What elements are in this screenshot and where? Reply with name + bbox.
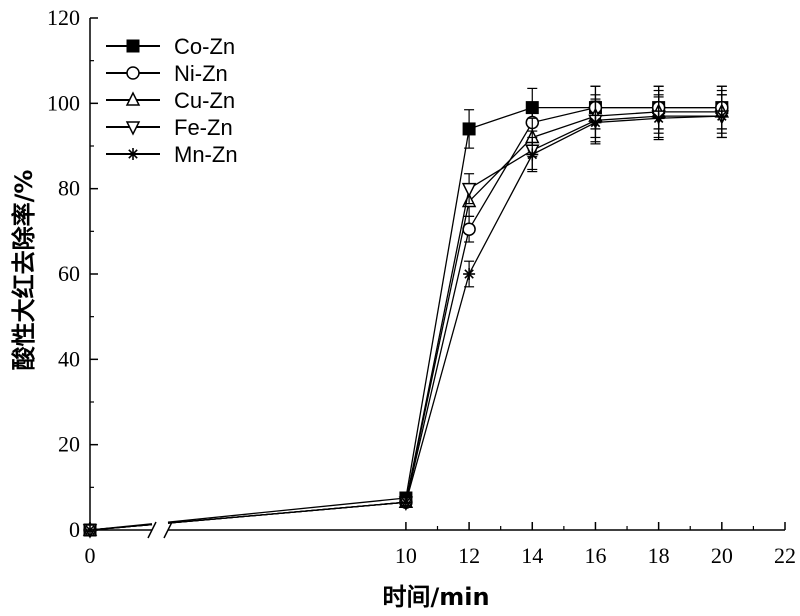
legend-label: Mn-Zn	[174, 142, 238, 167]
series-mn-zn	[84, 94, 728, 536]
asterisk-marker	[127, 148, 139, 160]
asterisk-marker	[589, 116, 602, 129]
x-tick-label: 18	[648, 543, 670, 568]
asterisk-marker	[84, 524, 96, 536]
open-circle-marker	[126, 66, 140, 80]
axis-break-mark	[163, 521, 173, 539]
asterisk-marker	[652, 112, 665, 125]
series-line	[405, 106, 722, 499]
y-tick-label: 40	[58, 346, 80, 371]
x-tick-label: 20	[711, 543, 733, 568]
asterisk-marker	[399, 496, 412, 509]
series-line	[405, 111, 722, 503]
legend-label: Co-Zn	[174, 34, 235, 59]
legend-label: Ni-Zn	[174, 61, 228, 86]
x-tick-label: 12	[458, 543, 480, 568]
y-tick-label: 20	[58, 432, 80, 457]
x-tick-label: 22	[774, 543, 796, 568]
series-line	[405, 115, 722, 503]
x-tick-label: 14	[521, 543, 543, 568]
y-axis-title: 酸性大红去除率/%	[10, 170, 38, 371]
series-line	[405, 115, 722, 503]
series-line	[405, 106, 722, 503]
y-tick-label: 80	[58, 176, 80, 201]
asterisk-marker	[715, 110, 728, 123]
filled-square-marker	[126, 39, 140, 53]
x-tick-label: 16	[584, 543, 606, 568]
filled-square-marker	[462, 122, 476, 136]
open-triangle-down-marker	[125, 121, 141, 136]
series-line	[167, 497, 406, 523]
series-line	[167, 501, 406, 524]
y-tick-label: 100	[47, 90, 80, 115]
y-tick-label: 0	[69, 517, 80, 542]
open-triangle-up-marker	[125, 91, 141, 106]
asterisk-marker	[526, 148, 539, 161]
series-line	[89, 523, 153, 531]
x-tick-label: 10	[395, 543, 417, 568]
axis-ticks: 0 20 40 60 80 100 120 0 10 12 14 16 18 20 22	[47, 5, 796, 568]
axis-break-mark	[147, 521, 157, 539]
y-tick-label: 120	[47, 5, 80, 30]
open-triangle-down-marker	[461, 182, 477, 198]
y-tick-label: 60	[58, 261, 80, 286]
x-tick-label: 0	[85, 543, 96, 568]
legend-label: Fe-Zn	[174, 115, 233, 140]
legend-label: Cu-Zn	[174, 88, 235, 113]
x-axis-title: 时间/min	[382, 583, 489, 611]
asterisk-marker	[463, 268, 476, 280]
series-layer	[82, 85, 730, 539]
open-circle-marker	[462, 222, 476, 236]
